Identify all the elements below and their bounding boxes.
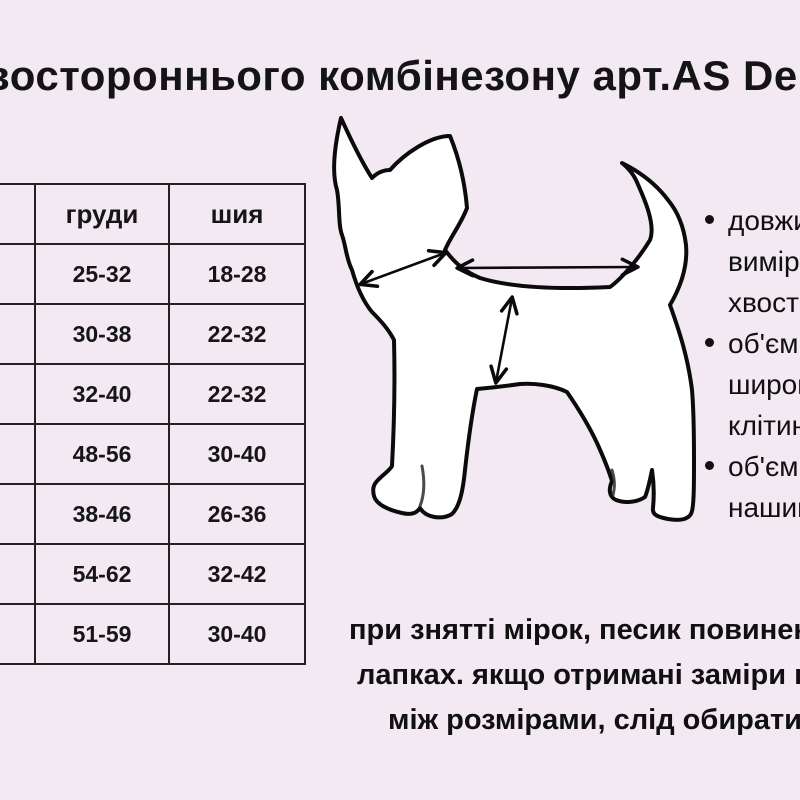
front-paw-toe-mark [418,464,426,508]
note-item-neck-girth: об'єм наший [703,446,800,528]
table-cell-neck: 22-32 [168,303,306,365]
table-cell-size [0,483,36,545]
table-row: 48-56 30-40 [0,423,306,485]
table-cell-neck: 30-40 [168,423,306,485]
bullet-dot-icon [705,461,714,470]
table-cell-size [0,603,36,665]
dog-measurement-diagram [332,116,696,522]
table-cell-size [0,423,36,485]
table-row: 38-46 26-36 [0,483,306,545]
note-item-back-length: довжи вимір хвости [703,200,800,323]
table-cell-chest: 32-40 [34,363,170,425]
footer-note-line: при знятті мірок, песик повинен с [349,614,800,646]
note-line: об'єм [728,328,799,359]
table-cell-chest: 48-56 [34,423,170,485]
table-cell-chest: 54-62 [34,543,170,605]
column-header-chest: груди [34,183,170,245]
bullet-dot-icon [705,338,714,347]
table-cell-chest: 38-46 [34,483,170,545]
dog-outline [332,116,696,522]
note-line: наший [728,492,800,523]
rear-paw-toe-mark [610,468,616,497]
table-cell-neck: 26-36 [168,483,306,545]
note-line: клітин [728,410,800,441]
table-cell-neck: 22-32 [168,363,306,425]
table-cell-neck: 18-28 [168,243,306,305]
footer-note-line: лапках. якщо отримані заміри пе [357,659,800,691]
table-row: 51-59 30-40 [0,603,306,665]
table-cell-size [0,303,36,365]
table-cell-size [0,243,36,305]
table-row: 54-62 32-42 [0,543,306,605]
column-header-neck: шия [168,183,306,245]
size-table: а груди шия 25-32 18-28 30-38 22-32 32-4… [0,183,306,665]
table-cell-neck: 32-42 [168,543,306,605]
table-header-row: а груди шия [0,183,306,245]
table-row: 25-32 18-28 [0,243,306,305]
chest-girth-arrow [489,295,519,385]
note-line: хвости [728,287,800,318]
column-header-size: а [0,183,36,245]
back-length-arrow [455,257,640,278]
table-cell-size [0,363,36,425]
note-line: довжи [728,205,800,236]
page-title: востороннього комбінезону арт.AS De [0,52,798,99]
table-row: 32-40 22-32 [0,363,306,425]
table-cell-chest: 25-32 [34,243,170,305]
note-line: вимір [728,246,800,277]
neck-girth-arrow [358,248,448,289]
table-cell-chest: 30-38 [34,303,170,365]
bullet-dot-icon [705,215,714,224]
note-line: об'єм [728,451,799,482]
table-cell-chest: 51-59 [34,603,170,665]
footer-note-line: між розмірами, слід обирати б [388,704,800,736]
table-cell-neck: 30-40 [168,603,306,665]
table-row: 30-38 22-32 [0,303,306,365]
table-cell-size [0,543,36,605]
measurement-arrows [358,248,640,385]
